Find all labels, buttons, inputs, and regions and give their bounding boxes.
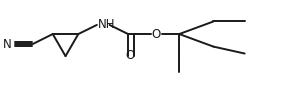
Text: NH: NH (98, 18, 115, 31)
Text: O: O (151, 28, 160, 41)
Text: N: N (3, 37, 11, 51)
Text: O: O (126, 49, 135, 62)
